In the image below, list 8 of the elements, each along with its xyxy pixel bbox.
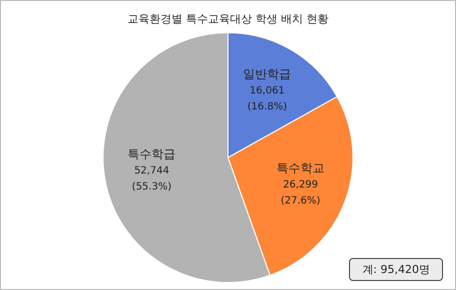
data-label: 52,744 (55.3%) (132, 165, 172, 192)
slice-label: 일반학급 (243, 66, 292, 81)
slice-label: 특수학급 (128, 146, 176, 161)
chart-title: 교육환경별 특수교육대상 학생 배치 현황 (128, 12, 328, 26)
slice-label: 특수학교 (276, 160, 324, 175)
data-label: 26,299 (27.6%) (280, 179, 320, 206)
data-label: 16,061 (16.8%) (247, 85, 288, 112)
text: 계: 95,420명 (349, 258, 443, 281)
